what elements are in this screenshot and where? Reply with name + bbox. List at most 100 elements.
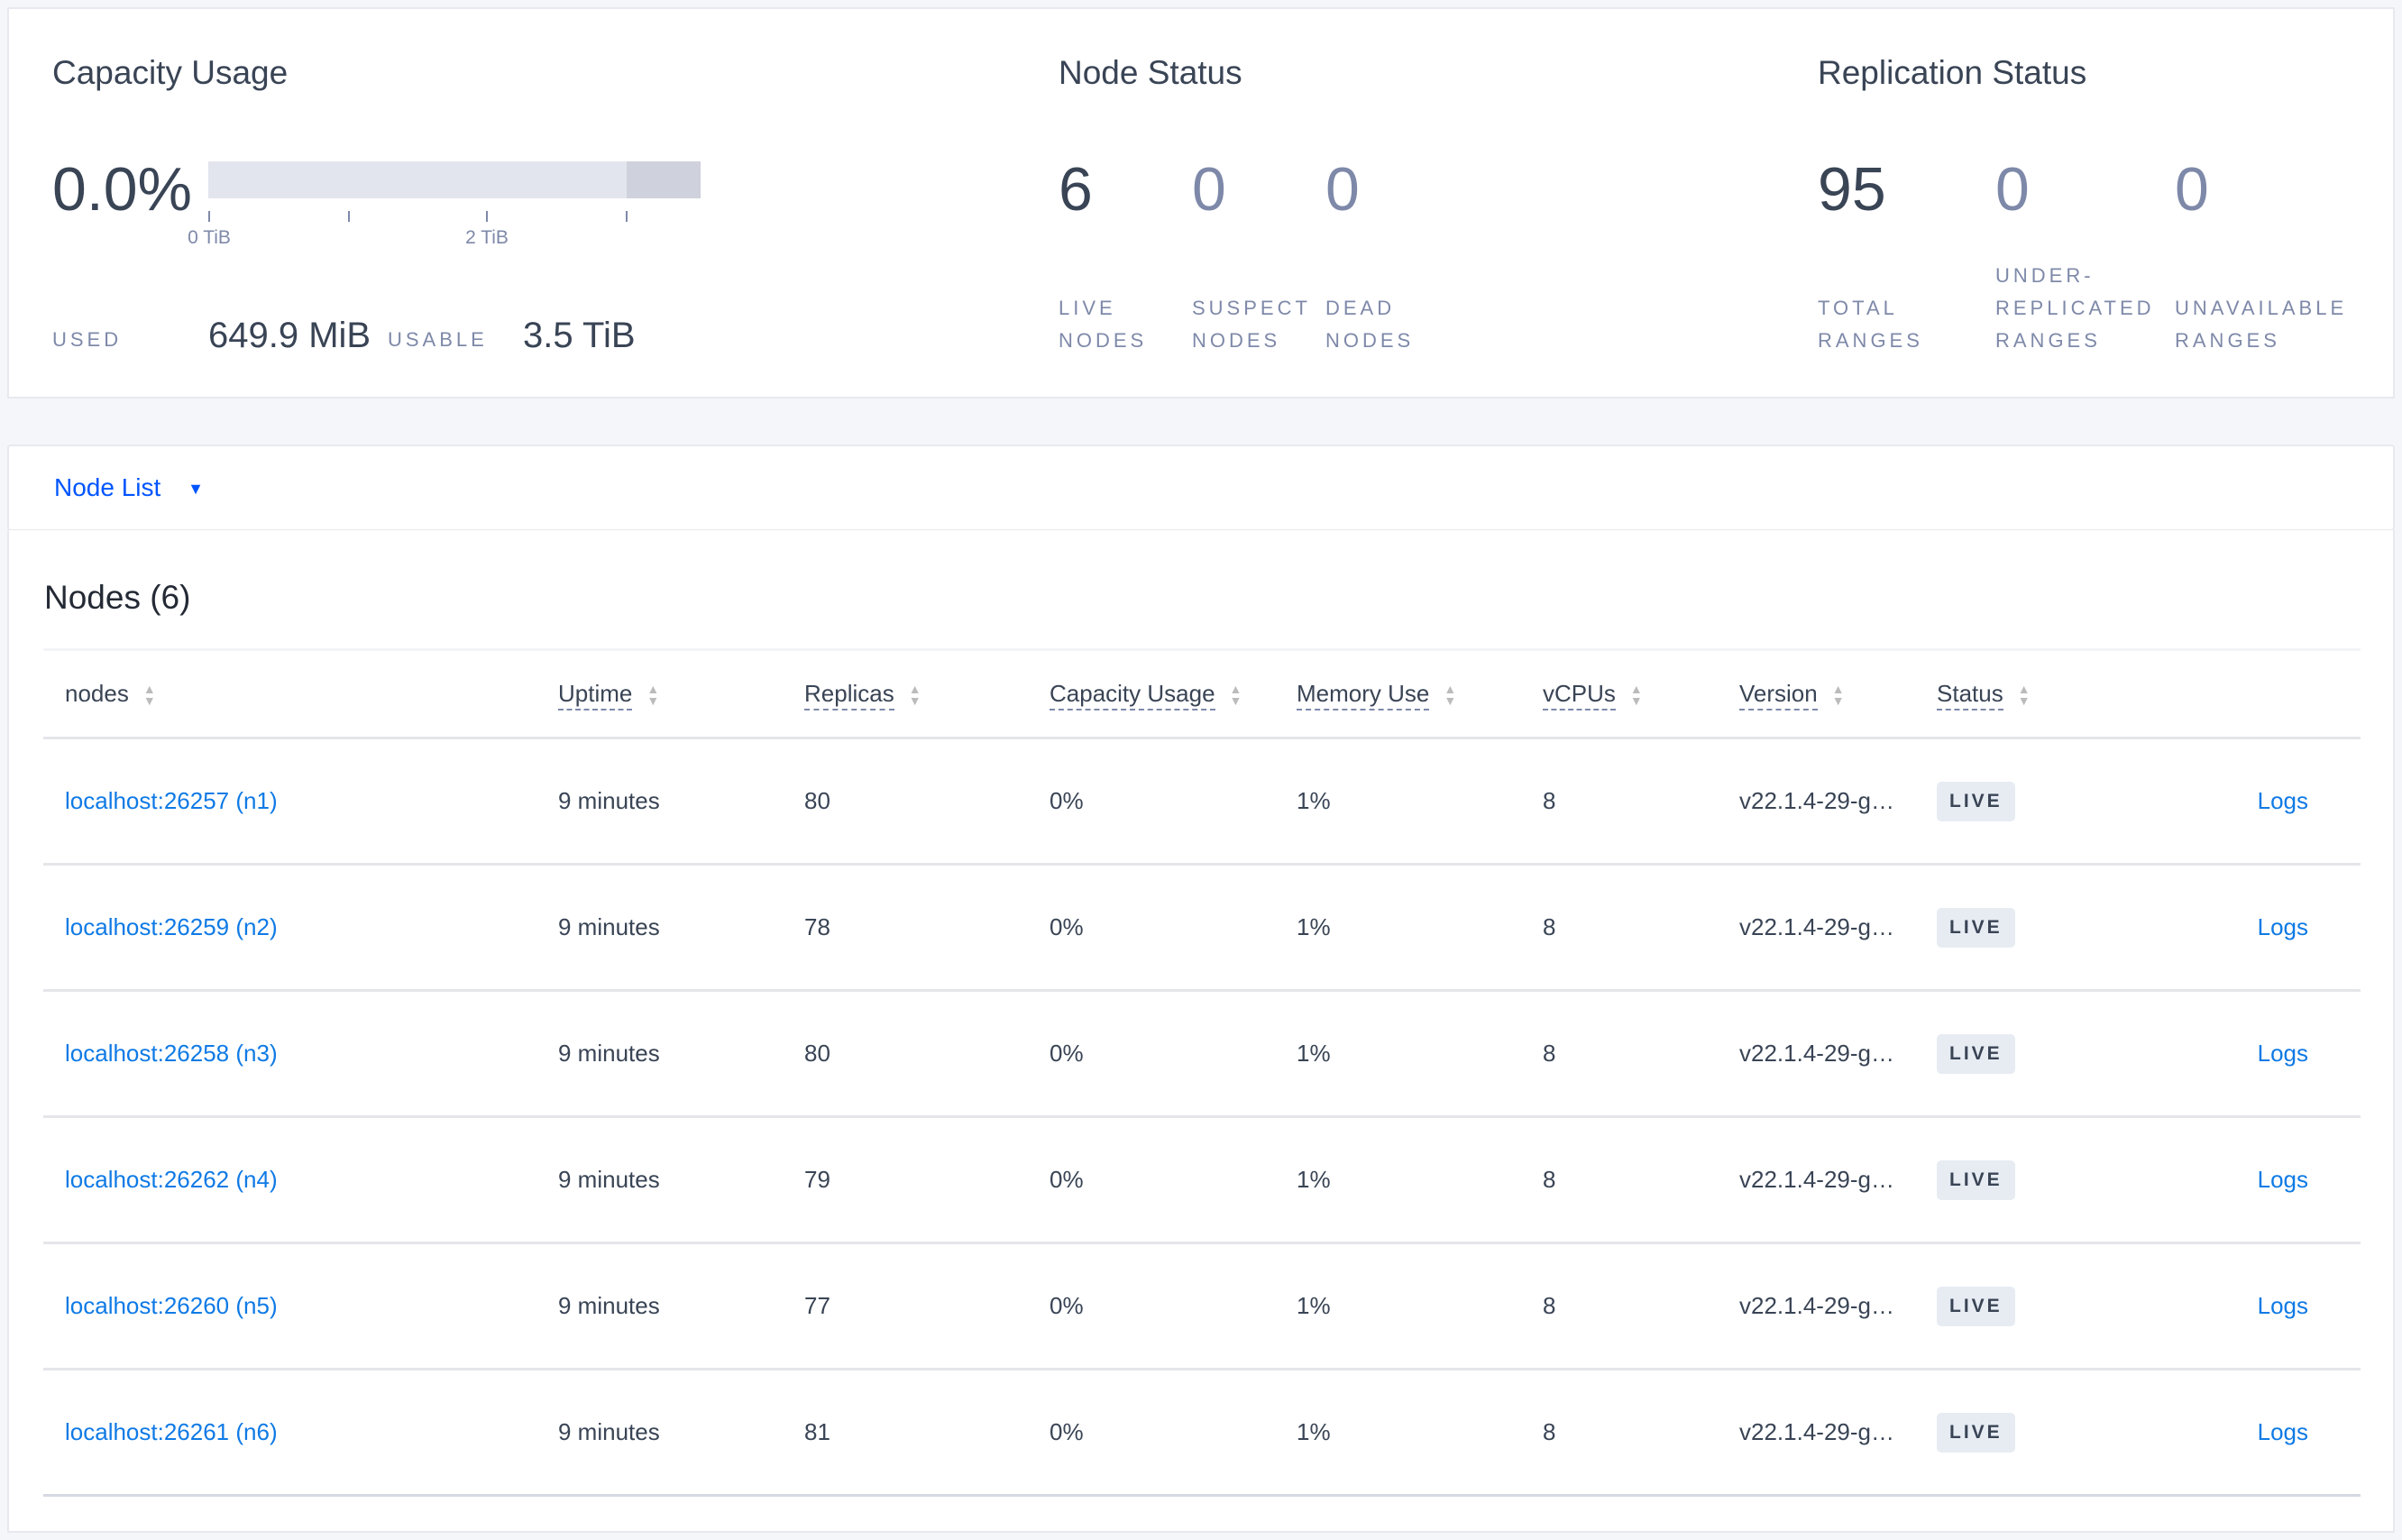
memory-cell: 1%	[1297, 787, 1331, 814]
uptime-cell: 9 minutes	[558, 913, 660, 940]
tick-label: 0 TiB	[188, 227, 231, 248]
vcpus-cell: 8	[1543, 913, 1556, 940]
logs-cell: Logs	[2222, 1370, 2361, 1496]
status-badge: LIVE	[1937, 1412, 2015, 1453]
logs-cell: Logs	[2222, 1243, 2361, 1370]
logs-cell: Logs	[2222, 738, 2361, 865]
col-status[interactable]: Status ▲ ▼	[1915, 650, 2222, 738]
capacity-cell: 0%	[1050, 1166, 1084, 1193]
nodes-panel	[7, 530, 2395, 1533]
capacity-bar	[208, 161, 701, 198]
node-cell: localhost:26259 (n2)	[43, 865, 536, 991]
col-replicas[interactable]: Replicas ▲ ▼	[783, 650, 1028, 738]
uptime-cell: 9 minutes	[558, 1040, 660, 1067]
node-cell: localhost:26257 (n1)	[43, 738, 536, 865]
logs-cell: Logs	[2222, 865, 2361, 991]
uptime-cell: 9 minutes	[558, 1418, 660, 1445]
usable-label: USABLE	[388, 328, 488, 351]
memory-cell: 1%	[1297, 1292, 1331, 1319]
col-uptime[interactable]: Uptime ▲ ▼	[536, 650, 783, 738]
version-cell: v22.1.4-29-g…	[1739, 1292, 1894, 1319]
node-link[interactable]: localhost:26258 (n3)	[65, 1040, 278, 1067]
nodes-title: Nodes (6)	[44, 579, 191, 616]
logs-link[interactable]: Logs	[2257, 787, 2308, 814]
status-badge: LIVE	[1937, 1033, 2015, 1074]
vcpus-cell: 8	[1543, 1166, 1556, 1193]
sort-icon[interactable]: ▲ ▼	[142, 682, 156, 709]
dead-nodes-label: DEAD NODES	[1325, 297, 1415, 352]
sort-icon[interactable]: ▲ ▼	[1444, 682, 1457, 709]
logs-link[interactable]: Logs	[2257, 1418, 2308, 1445]
col-vcpus[interactable]: vCPUs ▲ ▼	[1521, 650, 1718, 738]
version-cell: v22.1.4-29-g…	[1739, 787, 1894, 814]
view-selector-bar: Node List ▼	[7, 445, 2395, 531]
col-version[interactable]: Version ▲ ▼	[1718, 650, 1915, 738]
replicas-cell: 78	[804, 913, 830, 940]
sort-icon[interactable]: ▲ ▼	[1629, 682, 1643, 709]
status-cell: LIVE	[1915, 738, 2222, 865]
vcpus-cell: 8	[1543, 1040, 1556, 1067]
status-badge: LIVE	[1937, 1160, 2015, 1200]
node-link[interactable]: localhost:26262 (n4)	[65, 1166, 278, 1193]
status-cell: LIVE	[1915, 991, 2222, 1117]
under-replicated-label: UNDER- REPLICATED RANGES	[1995, 264, 2155, 352]
usable-value: 3.5 TiB	[523, 316, 636, 355]
dropdown-label: Node List	[54, 473, 161, 501]
sort-icon[interactable]: ▲ ▼	[2017, 682, 2031, 709]
unavailable-count: 0	[2175, 155, 2209, 224]
logs-cell: Logs	[2222, 1117, 2361, 1243]
axis-tick	[626, 211, 628, 222]
table-row: localhost:26259 (n2) 9 minutes 78 0% 1% 8 v22.…	[43, 865, 2361, 991]
node-link[interactable]: localhost:26257 (n1)	[65, 787, 278, 814]
axis-tick	[348, 211, 350, 222]
table-header-row: nodes ▲ ▼ Uptime ▲ ▼ Replicas ▲ ▼ Capacity Usa…	[43, 649, 2361, 738]
status-cell: LIVE	[1915, 865, 2222, 991]
sort-icon[interactable]: ▲ ▼	[646, 682, 660, 709]
col-logs	[2222, 650, 2361, 738]
axis-tick	[486, 211, 488, 222]
unavailable-label: UNAVAILABLE RANGES	[2175, 297, 2348, 352]
node-link[interactable]: localhost:26261 (n6)	[65, 1418, 278, 1445]
sort-icon[interactable]: ▲ ▼	[1831, 682, 1845, 709]
node-cell: localhost:26262 (n4)	[43, 1117, 536, 1243]
axis-tick	[208, 211, 210, 222]
node-status-title: Node Status	[1059, 54, 1242, 91]
replicas-cell: 80	[804, 787, 830, 814]
uptime-cell: 9 minutes	[558, 1166, 660, 1193]
col-capacity-usage[interactable]: Capacity Usage ▲ ▼	[1028, 650, 1275, 738]
caret-down-icon: ▼	[188, 480, 204, 499]
node-list-dropdown[interactable]: Node List ▼	[54, 473, 204, 502]
capacity-cell: 0%	[1050, 1418, 1084, 1445]
under-replicated-count: 0	[1995, 155, 2030, 224]
total-ranges-count: 95	[1818, 155, 1886, 224]
capacity-percent: 0.0%	[52, 155, 192, 224]
dead-nodes-count: 0	[1325, 155, 1360, 224]
logs-link[interactable]: Logs	[2257, 913, 2308, 940]
sort-icon[interactable]: ▲ ▼	[908, 682, 921, 709]
replicas-cell: 81	[804, 1418, 830, 1445]
table-row: localhost:26260 (n5) 9 minutes 77 0% 1% 8 v22.…	[43, 1243, 2361, 1370]
total-ranges-label: TOTAL RANGES	[1818, 297, 1923, 352]
node-link[interactable]: localhost:26259 (n2)	[65, 913, 278, 940]
col-memory-use[interactable]: Memory Use ▲ ▼	[1275, 650, 1521, 738]
logs-cell: Logs	[2222, 991, 2361, 1117]
capacity-cell: 0%	[1050, 1292, 1084, 1319]
capacity-cell: 0%	[1050, 1040, 1084, 1067]
col-nodes[interactable]: nodes ▲ ▼	[65, 680, 156, 709]
vcpus-cell: 8	[1543, 1418, 1556, 1445]
memory-cell: 1%	[1297, 1418, 1331, 1445]
replicas-cell: 79	[804, 1166, 830, 1193]
version-cell: v22.1.4-29-g…	[1739, 1040, 1894, 1067]
memory-cell: 1%	[1297, 1040, 1331, 1067]
table-row: localhost:26257 (n1) 9 minutes 80 0% 1% 8 v22.…	[43, 738, 2361, 865]
logs-link[interactable]: Logs	[2257, 1166, 2308, 1193]
node-link[interactable]: localhost:26260 (n5)	[65, 1292, 278, 1319]
replicas-cell: 77	[804, 1292, 830, 1319]
memory-cell: 1%	[1297, 913, 1331, 940]
sort-icon[interactable]: ▲ ▼	[1229, 682, 1242, 709]
table-row: localhost:26262 (n4) 9 minutes 79 0% 1% 8 v22.…	[43, 1117, 2361, 1243]
replication-status-title: Replication Status	[1818, 54, 2087, 91]
used-value: 649.9 MiB	[208, 316, 371, 355]
logs-link[interactable]: Logs	[2257, 1040, 2308, 1067]
logs-link[interactable]: Logs	[2257, 1292, 2308, 1319]
